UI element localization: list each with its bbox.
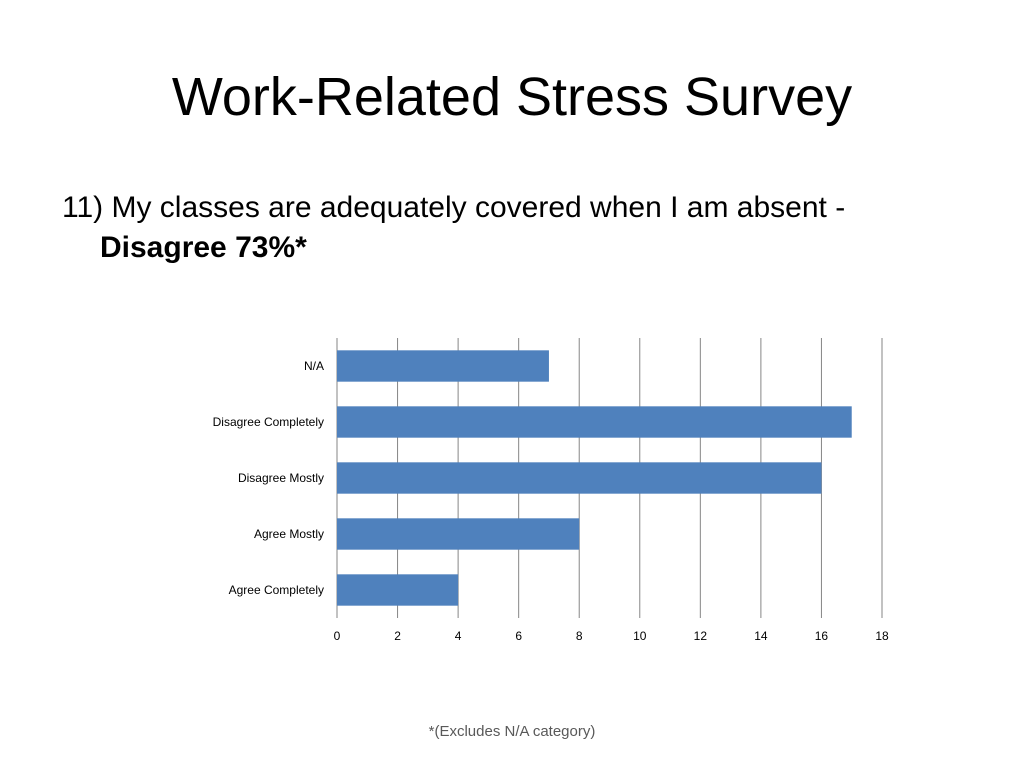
x-tick-label-4: 4	[455, 629, 462, 643]
x-tick-label-6: 6	[515, 629, 522, 643]
category-label-agree-completely: Agree Completely	[229, 583, 324, 597]
x-tick-label-8: 8	[576, 629, 583, 643]
answer-summary: Disagree 73%*	[100, 231, 307, 264]
x-tick-label-10: 10	[633, 629, 647, 643]
x-tick-label-0: 0	[334, 629, 341, 643]
bar-agree-completely	[337, 574, 459, 606]
x-tick-label-18: 18	[875, 629, 889, 643]
category-label-agree-mostly: Agree Mostly	[254, 527, 324, 541]
x-tick-label-16: 16	[815, 629, 829, 643]
footnote: *(Excludes N/A category)	[428, 723, 596, 740]
bars	[337, 350, 852, 606]
bar-disagree-mostly	[337, 462, 822, 494]
bar-agree-mostly	[337, 518, 580, 550]
x-tick-labels: 0 2 4 6 8 10 12 14 16 18	[334, 629, 889, 643]
x-tick-label-14: 14	[754, 629, 768, 643]
category-label-disagree-completely: Disagree Completely	[213, 415, 324, 429]
bar-disagree-completely	[337, 406, 852, 438]
x-tick-label-2: 2	[394, 629, 401, 643]
bar-n-a	[337, 350, 549, 382]
question-text: 11) My classes are adequately covered wh…	[62, 191, 846, 224]
category-label-disagree-mostly: Disagree Mostly	[238, 471, 324, 485]
survey-question: 11) My classes are adequately covered wh…	[62, 188, 962, 268]
x-tick-label-12: 12	[694, 629, 708, 643]
category-labels: N/A Disagree Completely Disagree Mostly Agr…	[213, 359, 324, 597]
category-label-n-a: N/A	[304, 359, 324, 373]
slide-title: Work-Related Stress Survey	[171, 67, 853, 127]
